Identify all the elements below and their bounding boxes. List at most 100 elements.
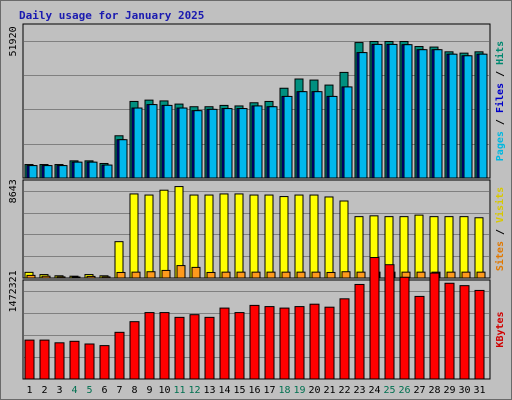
bar-kbytes-kbytes-day-23: [354, 283, 365, 380]
bar-visitors-sites-day-18: [281, 271, 291, 279]
bar-visitors-visits-day-21: [324, 196, 334, 279]
bar-requests-pages-day-17: [268, 106, 278, 179]
bar-requests-pages-day-15: [238, 108, 248, 179]
bar-visitors-sites-day-8: [131, 271, 141, 279]
bar-requests-pages-day-19: [298, 91, 308, 179]
bar-kbytes-kbytes-day-10: [159, 312, 170, 380]
bar-requests-pages-day-7: [118, 139, 128, 179]
bar-visitors-visits-day-16: [249, 194, 259, 279]
bar-requests-pages-day-22: [343, 86, 353, 179]
bar-requests-pages-day-20: [313, 91, 323, 179]
bar-requests-pages-day-29: [448, 53, 458, 179]
bar-requests-pages-day-6: [103, 164, 113, 179]
bar-visitors-visits-day-18: [279, 196, 289, 279]
x-tick-day-25: 25: [383, 385, 395, 396]
bar-visitors-visits-day-29: [444, 216, 454, 279]
bar-visitors-sites-day-27: [416, 271, 426, 279]
bar-visitors-sites-day-14: [221, 271, 231, 279]
bar-kbytes-kbytes-day-6: [99, 345, 110, 380]
legend-item-: /: [495, 65, 506, 83]
bar-requests-pages-day-25: [388, 43, 398, 179]
bar-requests-pages-day-16: [253, 105, 263, 179]
bar-visitors-visits-day-31: [474, 217, 484, 279]
bar-kbytes-kbytes-day-29: [444, 282, 455, 380]
bar-visitors-sites-day-22: [341, 271, 351, 279]
bar-visitors-visits-day-30: [459, 216, 469, 279]
bar-visitors-sites-day-7: [116, 271, 126, 279]
bar-visitors-sites-day-19: [296, 271, 306, 279]
panel-requests-legend: Pages / Files / Hits: [494, 41, 506, 161]
bar-kbytes-kbytes-day-26: [399, 276, 410, 380]
bar-requests-pages-day-26: [403, 44, 413, 179]
bar-visitors-sites-day-10: [161, 269, 171, 279]
bar-requests-pages-day-13: [208, 108, 218, 179]
bar-visitors-sites-day-20: [311, 271, 321, 279]
x-tick-day-29: 29: [443, 385, 455, 396]
bar-visitors-sites-day-4: [71, 276, 81, 279]
bar-visitors-sites-day-30: [461, 271, 471, 279]
bar-visitors-sites-day-12: [191, 266, 201, 279]
bar-requests-pages-day-10: [163, 104, 173, 179]
bar-requests-pages-day-2: [43, 165, 53, 179]
legend-item-hits: Hits: [494, 41, 506, 65]
bar-requests-pages-day-9: [148, 104, 158, 179]
bar-kbytes-kbytes-day-30: [459, 285, 470, 380]
bar-visitors-visits-day-11: [174, 186, 184, 279]
bar-kbytes-kbytes-day-31: [474, 289, 485, 380]
bar-visitors-sites-day-31: [476, 271, 486, 279]
x-tick-day-5: 5: [86, 385, 92, 396]
bar-kbytes-kbytes-day-14: [219, 307, 230, 380]
bar-kbytes-kbytes-day-27: [414, 295, 425, 380]
bar-requests-pages-day-21: [328, 95, 338, 179]
x-tick-day-4: 4: [71, 385, 77, 396]
bar-visitors-visits-day-13: [204, 194, 214, 279]
bar-visitors-sites-day-9: [146, 271, 156, 279]
bar-visitors-sites-day-3: [56, 276, 66, 279]
chart-title: Daily usage for January 2025: [19, 9, 204, 22]
legend-item-visits: Visits: [494, 187, 506, 223]
legend-item-: /: [495, 223, 506, 241]
legend-item-pages: Pages: [495, 131, 506, 161]
bar-visitors-visits-day-14: [219, 193, 229, 279]
bar-kbytes-kbytes-day-4: [69, 340, 80, 380]
x-tick-day-9: 9: [146, 385, 152, 396]
bar-kbytes-kbytes-day-28: [429, 272, 440, 380]
bar-visitors-visits-day-19: [294, 194, 304, 279]
x-tick-day-21: 21: [323, 385, 335, 396]
panel-visitors-max-label: 8643: [8, 179, 19, 203]
bar-visitors-visits-day-20: [309, 194, 319, 279]
bar-requests-pages-day-3: [58, 165, 68, 179]
x-tick-day-17: 17: [263, 385, 275, 396]
x-tick-day-22: 22: [338, 385, 350, 396]
bar-visitors-sites-day-11: [176, 265, 186, 279]
bar-visitors-visits-day-28: [429, 216, 439, 279]
x-tick-day-7: 7: [116, 385, 122, 396]
bar-visitors-sites-day-1: [26, 274, 36, 279]
legend-item-sites: Sites: [494, 241, 506, 271]
x-tick-day-26: 26: [398, 385, 410, 396]
bar-kbytes-kbytes-day-25: [384, 264, 395, 380]
legend-item-kbytes: KBytes: [495, 311, 506, 347]
x-tick-day-20: 20: [308, 385, 320, 396]
x-tick-day-28: 28: [428, 385, 440, 396]
bar-kbytes-kbytes-day-17: [264, 306, 275, 380]
x-tick-day-6: 6: [101, 385, 107, 396]
bar-visitors-visits-day-17: [264, 194, 274, 279]
bar-kbytes-kbytes-day-24: [369, 257, 380, 380]
bar-requests-pages-day-18: [283, 95, 293, 179]
panel-requests-max-label: 51920: [8, 26, 19, 56]
bar-visitors-sites-day-17: [266, 271, 276, 279]
bar-kbytes-kbytes-day-7: [114, 331, 125, 380]
x-tick-day-13: 13: [203, 385, 215, 396]
bar-visitors-sites-day-15: [236, 271, 246, 279]
x-tick-day-19: 19: [293, 385, 305, 396]
x-tick-day-2: 2: [41, 385, 47, 396]
panel-kbytes-max-label: 1472321: [8, 270, 19, 312]
bar-kbytes-kbytes-day-9: [144, 312, 155, 380]
bar-kbytes-kbytes-day-3: [54, 342, 65, 380]
bar-visitors-sites-day-23: [356, 271, 366, 279]
bar-visitors-visits-day-26: [399, 216, 409, 279]
x-tick-day-31: 31: [473, 385, 485, 396]
x-tick-day-18: 18: [278, 385, 290, 396]
